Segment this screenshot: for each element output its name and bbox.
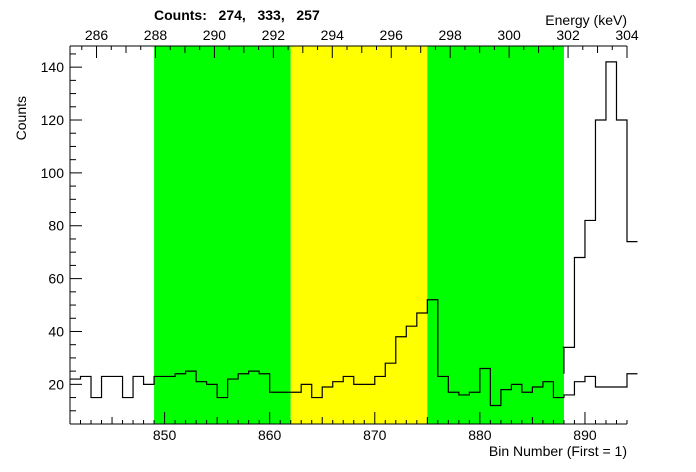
energy-tick-label: 286 (85, 27, 109, 43)
x-tick-label: 880 (468, 427, 492, 443)
y-tick-label: 100 (41, 165, 65, 181)
energy-tick-label: 290 (203, 27, 227, 43)
energy-tick-label: 296 (380, 27, 404, 43)
y-tick-label: 20 (48, 376, 64, 392)
energy-tick-label: 304 (615, 27, 639, 43)
y-axis-label: Counts (13, 96, 29, 140)
region-peak (290, 46, 428, 424)
x-tick-label: 850 (153, 427, 177, 443)
x-tick-label: 890 (573, 427, 597, 443)
histogram-tail-line (562, 61, 638, 374)
y-tick-label: 40 (48, 323, 64, 339)
y-tick-label: 140 (41, 59, 65, 75)
energy-axis-label: Energy (keV) (545, 12, 627, 28)
region-background-left (154, 46, 291, 424)
energy-tick-label: 294 (321, 27, 345, 43)
energy-tick-label: 288 (144, 27, 168, 43)
x-tick-label: 860 (258, 427, 282, 443)
highlight-regions (154, 46, 564, 424)
energy-tick-label: 302 (556, 27, 580, 43)
energy-tick-label: 300 (497, 27, 521, 43)
histogram-series (70, 61, 638, 407)
x-axis-label: Bin Number (First = 1) (489, 443, 627, 459)
axes: 850 860 870 880 890 20 40 60 80 100 120 140 286 288 29… (41, 27, 639, 443)
x-tick-label: 870 (363, 427, 387, 443)
energy-tick-label: 292 (262, 27, 286, 43)
energy-tick-label: 298 (438, 27, 462, 43)
y-tick-label: 60 (48, 271, 64, 287)
y-tick-label: 120 (41, 112, 65, 128)
histogram-line (70, 299, 638, 407)
region-background-right (427, 46, 564, 424)
chart-title: Counts: 274, 333, 257 (154, 7, 320, 23)
y-tick-label: 80 (48, 218, 64, 234)
